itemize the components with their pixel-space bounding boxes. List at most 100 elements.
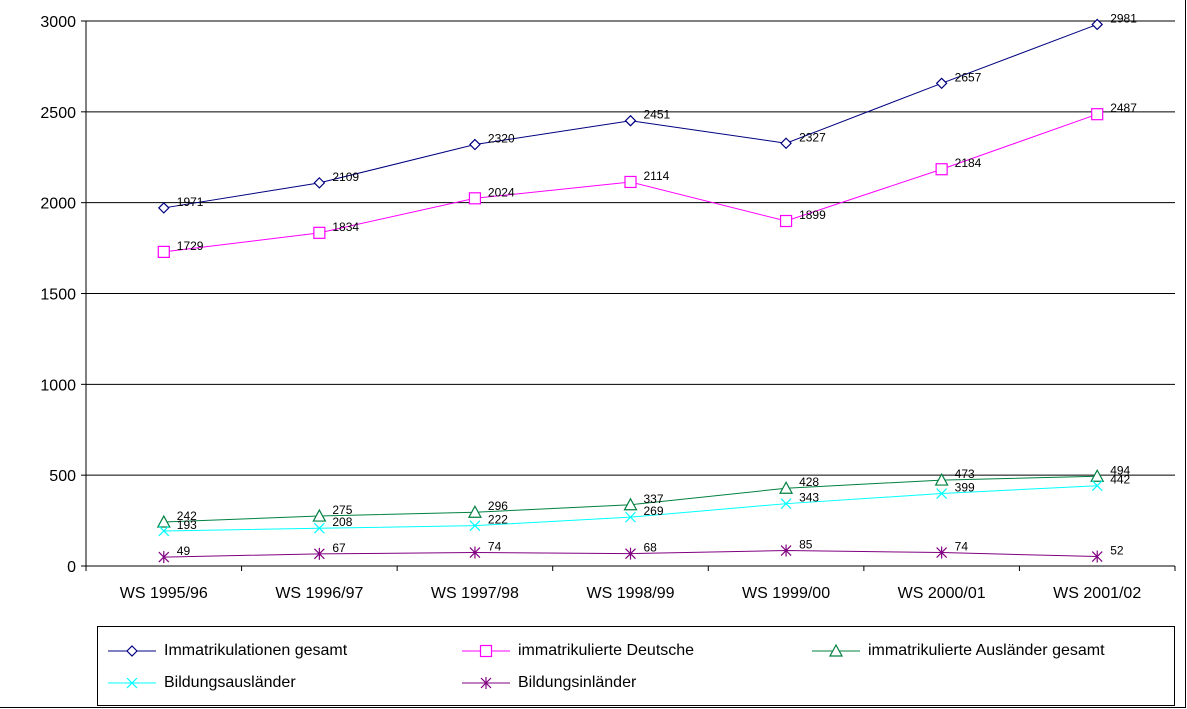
data-label: 2024 — [488, 185, 515, 199]
data-label: 2657 — [955, 70, 982, 84]
legend-label: Bildungsausländer — [164, 674, 296, 691]
data-label: 1971 — [177, 195, 204, 209]
data-label: 1834 — [332, 220, 359, 234]
data-point — [156, 514, 171, 528]
data-label: 399 — [955, 481, 975, 495]
data-label: 74 — [955, 540, 969, 554]
data-label: 2184 — [955, 156, 982, 170]
x-tick-label: WS 1999/00 — [742, 585, 830, 602]
data-point — [935, 163, 948, 176]
data-point — [157, 202, 170, 214]
legend-item: Immatrikulationen gesamt — [104, 639, 347, 663]
data-point — [158, 551, 170, 564]
x-tick-label: WS 1995/96 — [120, 585, 208, 602]
data-point — [623, 497, 638, 511]
data-label: 67 — [332, 541, 346, 555]
line-chart: 0 500 1000 1500 2000 2500 3000 WS 1995/96 WS 199… — [40, 11, 1176, 602]
data-point — [780, 498, 792, 510]
data-point — [468, 192, 482, 205]
data-label: 2320 — [488, 132, 515, 146]
legend-symbol — [462, 644, 510, 658]
data-point — [1091, 480, 1103, 492]
data-point — [625, 511, 636, 523]
legend-symbol — [108, 677, 156, 689]
data-point — [1091, 18, 1104, 31]
data-point — [157, 245, 170, 258]
data-point — [469, 138, 481, 151]
legend-marker — [480, 677, 492, 689]
data-label: 343 — [799, 491, 819, 505]
y-tick-label: 3000 — [40, 14, 76, 31]
data-label: 68 — [644, 541, 658, 555]
data-label: 2109 — [332, 170, 359, 184]
data-label: 296 — [488, 499, 508, 513]
data-point — [624, 175, 637, 189]
data-point — [1090, 469, 1105, 482]
data-point — [313, 226, 326, 239]
data-point — [779, 214, 793, 228]
data-point — [313, 522, 325, 534]
x-tick-label: WS 1998/99 — [586, 585, 674, 602]
data-label: 269 — [644, 504, 664, 518]
x-tick-label: WS 1996/97 — [275, 585, 363, 602]
data-label: 49 — [177, 544, 191, 558]
legend-label: Immatrikulationen gesamt — [164, 642, 348, 659]
data-label: 85 — [799, 538, 813, 552]
data-label: 473 — [955, 467, 975, 481]
data-point — [313, 547, 325, 560]
y-tick-label: 2500 — [40, 105, 76, 122]
data-label: 2451 — [644, 108, 671, 122]
data-point — [313, 177, 326, 189]
data-point — [469, 520, 481, 532]
legend-marker — [479, 644, 493, 658]
y-tick-label: 500 — [49, 468, 76, 485]
legend-label: Bildungsinländer — [518, 674, 637, 691]
data-point — [935, 77, 948, 90]
data-point — [469, 546, 481, 559]
data-point — [158, 525, 170, 537]
data-label: 494 — [1110, 463, 1130, 477]
legend-item: immatrikulierte Deutsche — [458, 639, 694, 663]
legend-marker — [828, 643, 844, 657]
data-label: 74 — [488, 540, 502, 554]
data-label: 242 — [177, 509, 197, 523]
data-point — [312, 508, 327, 522]
data-label: 2487 — [1110, 101, 1137, 115]
data-point — [624, 114, 637, 127]
data-point — [936, 488, 948, 499]
data-label: 2114 — [644, 169, 670, 183]
x-tick-label: WS 2001/02 — [1053, 585, 1141, 602]
data-label: 1899 — [799, 208, 826, 222]
legend-symbol — [812, 643, 860, 657]
data-point — [779, 480, 794, 494]
y-tick-label: 1000 — [40, 377, 76, 394]
data-point — [780, 137, 792, 150]
legend-label: immatrikulierte Ausländer gesamt — [868, 642, 1105, 659]
data-label: 275 — [332, 503, 352, 517]
data-label: 222 — [488, 513, 508, 527]
legend-symbol — [462, 677, 510, 689]
legend-marker — [126, 677, 138, 689]
data-label: 442 — [1110, 473, 1130, 487]
data-label: 1729 — [177, 239, 204, 253]
x-tick-label: WS 2000/01 — [898, 585, 986, 602]
y-tick-label: 2000 — [40, 196, 76, 213]
data-point — [625, 547, 636, 560]
data-label: 2327 — [799, 130, 826, 144]
data-point — [936, 546, 948, 559]
legend-marker — [126, 645, 138, 657]
data-label: 337 — [644, 492, 664, 506]
data-label: 52 — [1110, 544, 1124, 558]
data-label: 428 — [799, 475, 819, 489]
data-label: 193 — [177, 518, 197, 532]
x-tick-label: WS 1997/98 — [431, 585, 519, 602]
data-label: 2981 — [1110, 11, 1137, 25]
legend: Immatrikulationen gesamt immatrikulierte … — [97, 626, 1175, 706]
legend-item: Bildungsausländer — [104, 671, 296, 695]
data-point — [1091, 108, 1104, 121]
data-point — [780, 544, 792, 557]
legend-symbol — [108, 645, 156, 657]
legend-item: immatrikulierte Ausländer gesamt — [808, 639, 1105, 663]
y-tick-label: 0 — [67, 559, 76, 576]
